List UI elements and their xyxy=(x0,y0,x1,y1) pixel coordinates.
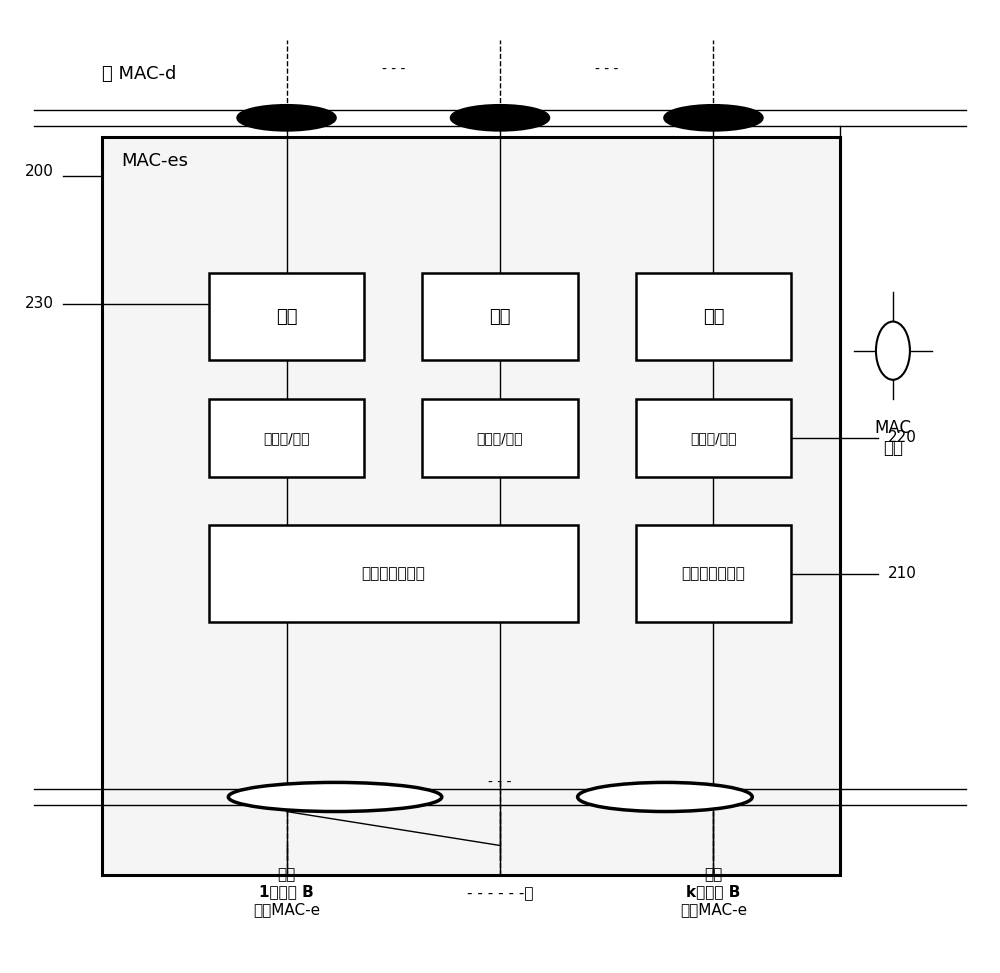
Text: 210: 210 xyxy=(888,566,917,581)
Ellipse shape xyxy=(876,321,910,379)
Text: 中的MAC-e: 中的MAC-e xyxy=(680,902,747,917)
Text: 230: 230 xyxy=(25,296,54,311)
Text: 200: 200 xyxy=(25,163,54,179)
Bar xyxy=(422,273,578,360)
Text: 分解: 分解 xyxy=(276,307,297,326)
Text: 重排序队列分配: 重排序队列分配 xyxy=(361,566,425,581)
Text: 至 MAC-d: 至 MAC-d xyxy=(102,65,177,83)
Text: 中的MAC-e: 中的MAC-e xyxy=(253,902,320,917)
Bar xyxy=(636,273,791,360)
Ellipse shape xyxy=(228,782,442,811)
Text: - - - - - -・: - - - - - -・ xyxy=(467,886,533,902)
Text: MAC
控制: MAC 控制 xyxy=(874,418,911,457)
Text: - - -: - - - xyxy=(382,62,405,76)
Bar xyxy=(209,525,578,623)
Bar xyxy=(209,273,364,360)
Bar xyxy=(422,399,578,477)
Text: - - -: - - - xyxy=(595,62,618,76)
Text: 分解: 分解 xyxy=(489,307,511,326)
Bar xyxy=(102,137,840,875)
Bar xyxy=(636,399,791,477)
Text: MAC-es: MAC-es xyxy=(122,153,189,170)
Ellipse shape xyxy=(238,106,335,130)
Text: 220: 220 xyxy=(888,430,917,446)
Text: 重排序/组合: 重排序/组合 xyxy=(477,431,523,445)
Bar xyxy=(636,525,791,623)
Text: 重排序队列分配: 重排序队列分配 xyxy=(682,566,745,581)
Text: 1号节点 B: 1号节点 B xyxy=(259,884,314,899)
Text: k号节点 B: k号节点 B xyxy=(686,884,741,899)
Ellipse shape xyxy=(578,782,752,811)
Text: 重排序/组合: 重排序/组合 xyxy=(263,431,310,445)
Text: 来自: 来自 xyxy=(704,867,723,882)
Text: 分解: 分解 xyxy=(703,307,724,326)
Bar xyxy=(209,399,364,477)
Ellipse shape xyxy=(451,106,549,130)
Text: 来自: 来自 xyxy=(277,867,296,882)
Text: 重排序/组合: 重排序/组合 xyxy=(690,431,737,445)
Text: - - -: - - - xyxy=(488,775,512,789)
Ellipse shape xyxy=(665,106,762,130)
